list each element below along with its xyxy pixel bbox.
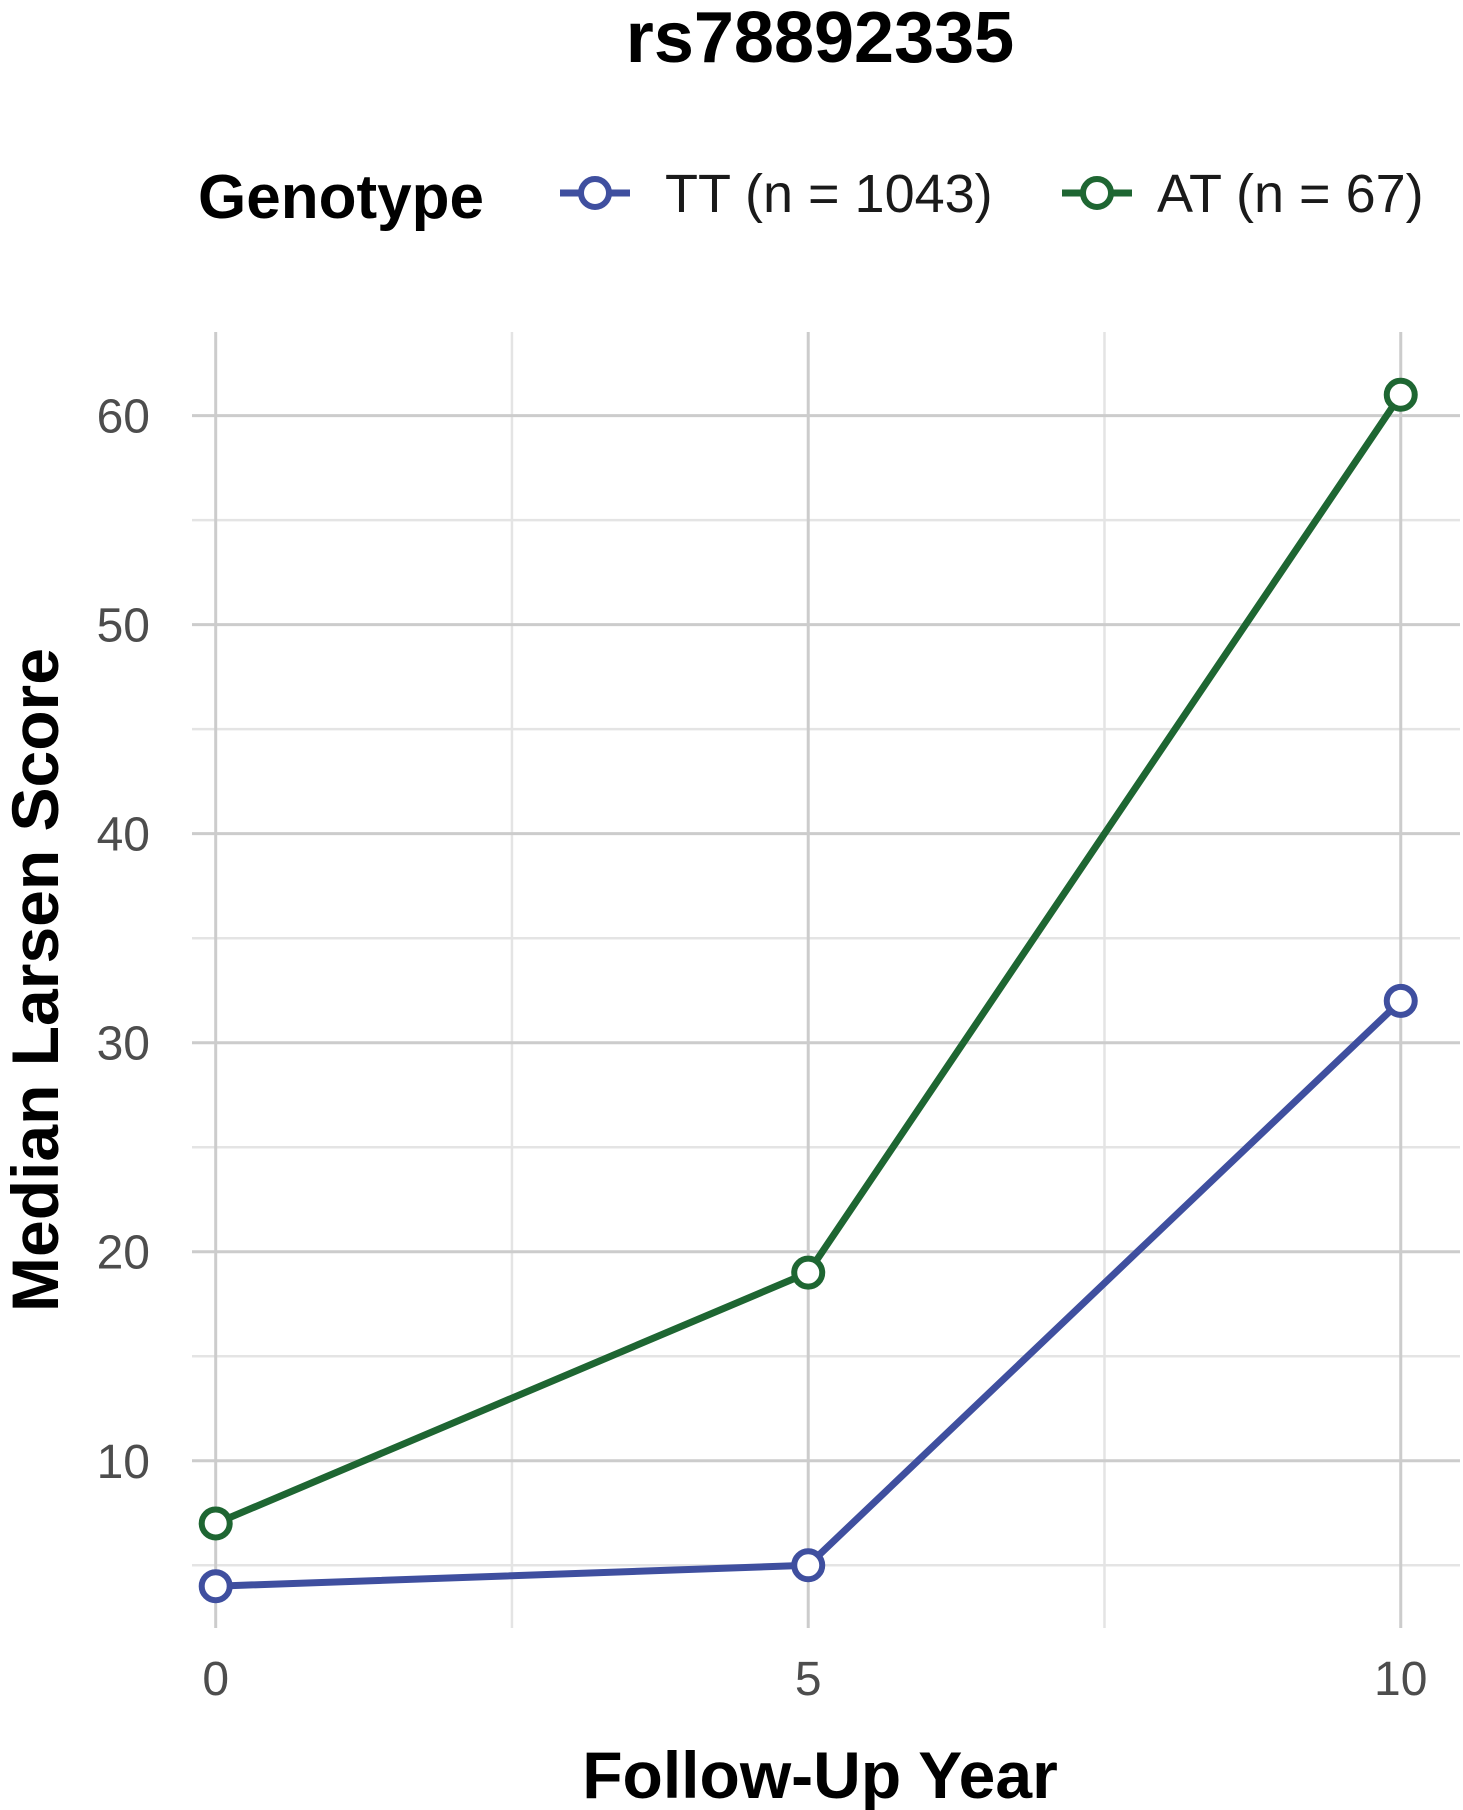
data-point	[198, 1506, 233, 1541]
x-axis-title: Follow-Up Year	[582, 1738, 1058, 1810]
legend-items: TT (n = 1043) AT (n = 67)	[560, 164, 1424, 224]
legend-item: TT (n = 1043)	[560, 164, 993, 224]
x-tick-label: 10	[1374, 1653, 1427, 1706]
y-tick-label: 40	[97, 809, 150, 862]
data-point	[198, 1569, 233, 1604]
legend: Genotype TT (n = 1043) AT (n = 67)	[198, 163, 1424, 232]
y-tick-label: 20	[97, 1227, 150, 1280]
x-tick-label: 0	[202, 1653, 229, 1706]
y-tick-label: 60	[97, 391, 150, 444]
data-point	[791, 1255, 826, 1290]
x-tick-label: 5	[795, 1653, 822, 1706]
grid	[192, 332, 1460, 1628]
chart-title: rs78892335	[626, 0, 1014, 78]
legend-label: AT (n = 67)	[1157, 164, 1424, 224]
legend-title: Genotype	[198, 163, 484, 232]
legend-key-point	[1080, 176, 1114, 210]
y-tick-label: 50	[97, 600, 150, 653]
data-point	[1383, 983, 1418, 1018]
data-point	[791, 1548, 826, 1583]
series-0	[198, 983, 1418, 1604]
legend-item: AT (n = 67)	[1062, 164, 1424, 224]
legend-key-point	[578, 176, 612, 210]
series-group	[198, 377, 1418, 1604]
y-axis-title: Median Larsen Score	[0, 648, 72, 1312]
series-1	[198, 377, 1418, 1541]
x-tick-labels: 0 5 10	[202, 1653, 1427, 1706]
legend-label: TT (n = 1043)	[665, 164, 993, 224]
y-tick-labels: 10 20 30 40 50 60	[97, 391, 150, 1489]
y-tick-label: 30	[97, 1018, 150, 1071]
y-tick-label: 10	[97, 1436, 150, 1489]
data-point	[1383, 377, 1418, 412]
